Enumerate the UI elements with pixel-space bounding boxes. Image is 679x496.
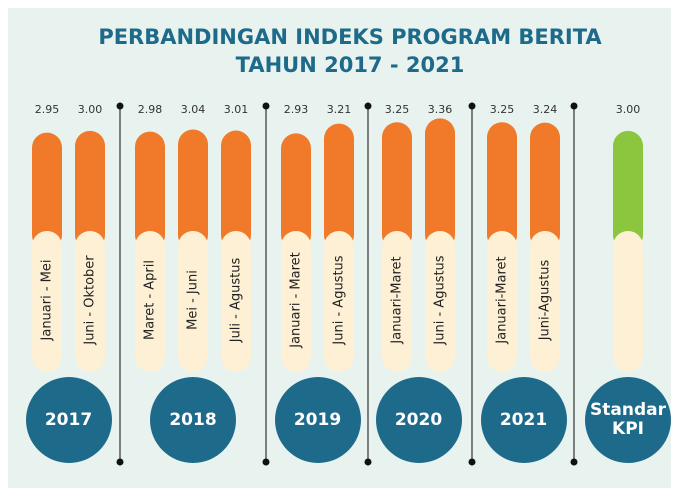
category-label: Mei - Juni	[186, 270, 201, 330]
category-label: Juni - Oktober	[83, 255, 98, 346]
bar-base	[487, 231, 517, 372]
group-label: 2020	[375, 377, 462, 463]
bar-base	[32, 231, 62, 372]
value-label: 2.93	[284, 103, 309, 116]
bar	[425, 118, 455, 251]
bar	[178, 129, 208, 250]
bar	[32, 132, 62, 250]
bar	[487, 122, 517, 250]
divider-dot	[262, 458, 270, 466]
bar	[281, 133, 311, 250]
bar-base	[75, 231, 105, 372]
bar-base	[382, 231, 412, 372]
group-label: 2019	[274, 377, 361, 463]
category-label: Juni - Agustus	[433, 255, 448, 345]
group-label: 2018	[150, 377, 236, 463]
bar	[530, 122, 560, 250]
category-label: Januari - Mei	[40, 260, 55, 342]
value-label: 3.04	[181, 103, 206, 116]
value-label: 3.24	[533, 103, 558, 116]
category-label: Juli - Agustus	[229, 258, 244, 344]
divider-dot	[364, 458, 372, 466]
bar	[75, 130, 105, 250]
bar-base	[530, 231, 560, 372]
category-label: Juni - Agustus	[332, 255, 347, 345]
bar	[135, 131, 165, 250]
bar-base	[135, 231, 165, 372]
bar-base	[425, 231, 455, 372]
value-label: 3.36	[428, 103, 453, 116]
group-label: 2017	[25, 377, 112, 463]
divider-dot	[570, 458, 578, 466]
divider-dot	[116, 458, 124, 466]
bar	[221, 130, 251, 250]
bar	[382, 122, 412, 250]
divider-dot	[468, 458, 476, 466]
value-label: 3.01	[224, 103, 249, 116]
bar	[324, 123, 354, 250]
chart-subtitle: TAHUN 2017 - 2021	[236, 53, 465, 77]
divider-dot	[570, 102, 578, 110]
bar-base	[613, 231, 643, 372]
group-label: Standar KPI	[585, 377, 671, 463]
value-label: 3.25	[385, 103, 410, 116]
divider-dot	[468, 102, 476, 110]
divider-dot	[364, 102, 372, 110]
bar-base	[178, 231, 208, 372]
value-label: 2.98	[138, 103, 163, 116]
category-label: Januari - Maret	[289, 252, 304, 349]
value-label: 3.21	[327, 103, 352, 116]
bar-base	[281, 231, 311, 372]
category-label: Juni-Agustus	[538, 259, 553, 341]
value-label: 3.25	[490, 103, 515, 116]
bar-base	[221, 231, 251, 372]
divider-dot	[262, 102, 270, 110]
bar-base	[324, 231, 354, 372]
value-label: 3.00	[616, 103, 641, 116]
chart-title: PERBANDINGAN INDEKS PROGRAM BERITA	[98, 25, 602, 49]
group-label: 2021	[480, 377, 567, 463]
divider-dot	[116, 102, 124, 110]
bar	[613, 130, 643, 250]
value-label: 2.95	[35, 103, 60, 116]
value-label: 3.00	[78, 103, 103, 116]
category-label: Januari-Maret	[495, 256, 510, 344]
category-label: Maret - April	[143, 260, 158, 340]
category-label: Januari-Maret	[390, 256, 405, 344]
